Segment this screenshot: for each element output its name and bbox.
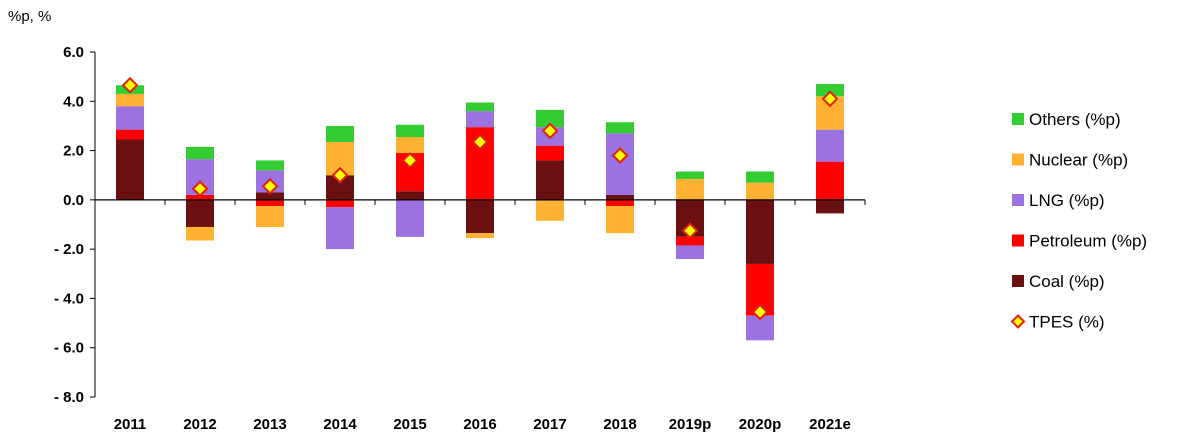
y-tick-label: 2.0: [63, 143, 84, 160]
bar-segment-lng-2016: [466, 111, 494, 128]
bar-segment-petroleum-2011: [116, 129, 144, 140]
bar-segment-lng-2015: [396, 199, 424, 237]
bar-segment-nuclear-2016: [466, 233, 494, 239]
legend-swatch-petroleum: [1012, 234, 1024, 247]
tpes-marker-2013: [261, 177, 279, 195]
tpes-marker-2014: [331, 166, 349, 184]
bar-segment-lng-2019p: [676, 245, 704, 259]
legend-label: Petroleum (%p): [1029, 232, 1147, 251]
bar-segment-nuclear-2013: [256, 206, 284, 227]
y-axis: 6.0 4.0 2.0 0.0 - 2.0 - 4.0 - 6.0 - 8.0: [54, 44, 96, 406]
bar-segment-lng-2021e: [816, 129, 844, 162]
bar-segment-nuclear-2018: [606, 206, 634, 234]
bar-segment-nuclear-2017: [536, 199, 564, 221]
bar-segment-nuclear-2012: [186, 226, 214, 241]
bar-segment-petroleum-2013: [256, 199, 284, 207]
bar-segment-others-2021e: [816, 84, 844, 97]
legend-label: Coal (%p): [1029, 272, 1105, 291]
bar-segments: [116, 84, 844, 341]
legend-swatch-nuclear: [1012, 153, 1024, 166]
bar-segment-petroleum-2019p: [676, 236, 704, 246]
bar-segment-nuclear-2020p: [746, 182, 774, 200]
tpes-marker-2019p: [681, 222, 699, 240]
tpes-marker-2011: [121, 76, 139, 94]
tpes-marker-2012: [191, 180, 209, 198]
bar-segment-petroleum-2012: [186, 194, 214, 200]
x-tick-label: 2018: [603, 416, 636, 433]
bar-segment-coal-2011: [116, 139, 144, 200]
tpes-marker-2020p: [751, 303, 769, 321]
bar-segment-others-2012: [186, 146, 214, 160]
bar-segment-coal-2017: [536, 160, 564, 200]
legend-label: TPES (%): [1029, 313, 1105, 332]
bar-segment-coal-2013: [256, 192, 284, 200]
y-tick-label: 6.0: [63, 44, 84, 61]
bar-segment-others-2014: [326, 125, 354, 142]
legend-swatch-tpes: [1010, 314, 1026, 329]
bar-segment-nuclear-2011: [116, 93, 144, 107]
bar-segment-petroleum-2017: [536, 145, 564, 161]
y-axis-unit-label: %p, %: [8, 8, 51, 25]
bar-segment-petroleum-2014: [326, 199, 354, 208]
x-tick-label: 2014: [323, 416, 357, 433]
bar-segment-coal-2021e: [816, 199, 844, 214]
bar-segment-coal-2012: [186, 199, 214, 227]
x-axis-labels: 2011 2012 2013 2014 2015 2016 2017 2018 2019p 202…: [114, 416, 851, 433]
x-tick-label: 2021e: [809, 416, 851, 433]
y-tick-label: 0.0: [63, 192, 84, 209]
bar-segment-others-2019p: [676, 171, 704, 179]
bar-segment-lng-2018: [606, 133, 634, 195]
tpes-marker-2018: [611, 147, 629, 164]
bar-segment-others-2017: [536, 109, 564, 128]
x-tick-label: 2016: [463, 416, 496, 433]
bar-segment-others-2020p: [746, 171, 774, 183]
bar-segment-nuclear-2019p: [676, 178, 704, 200]
tpes-marker-2016: [471, 133, 489, 151]
legend-swatch-coal: [1012, 275, 1024, 287]
zero-axis-line: [94, 199, 866, 205]
x-tick-label: 2019p: [669, 416, 712, 433]
x-tick-label: 2020p: [739, 416, 782, 433]
bar-segment-coal-2018: [606, 194, 634, 200]
legend-label: Nuclear (%p): [1029, 151, 1128, 170]
bar-segment-coal-2016: [466, 199, 494, 234]
legend-swatch-lng: [1012, 194, 1024, 206]
bar-segment-nuclear-2015: [396, 137, 424, 154]
tpes-markers: [121, 76, 839, 321]
y-tick-label: - 8.0: [54, 389, 84, 406]
x-tick-label: 2013: [253, 416, 286, 433]
x-tick-label: 2012: [183, 416, 216, 433]
bar-segment-others-2015: [396, 124, 424, 138]
x-tick-label: 2015: [393, 416, 426, 433]
y-tick-label: - 4.0: [54, 290, 84, 307]
bar-segment-coal-2015: [396, 191, 424, 200]
x-tick-label: 2011: [114, 416, 147, 433]
bar-segment-others-2013: [256, 160, 284, 171]
bar-segment-others-2016: [466, 102, 494, 112]
x-tick-label: 2017: [533, 416, 566, 433]
tpes-marker-2015: [401, 152, 419, 169]
y-tick-label: 4.0: [63, 93, 84, 110]
legend-swatch-others: [1012, 113, 1024, 125]
legend-label: LNG (%p): [1029, 191, 1105, 210]
legend-label: Others (%p): [1029, 110, 1121, 129]
tpes-marker-2021e: [821, 90, 839, 108]
tpes-marker-2017: [541, 122, 559, 140]
bar-segment-coal-2020p: [746, 199, 774, 264]
bar-segment-lng-2011: [116, 106, 144, 130]
bar-segment-others-2018: [606, 122, 634, 134]
y-tick-label: - 2.0: [54, 241, 84, 258]
bar-segment-petroleum-2018: [606, 199, 634, 207]
bar-segment-lng-2014: [326, 207, 354, 250]
legend: Others (%p) Nuclear (%p) LNG (%p) Petroleum…: [1010, 110, 1147, 332]
bar-segment-petroleum-2021e: [816, 161, 844, 200]
y-tick-label: - 6.0: [54, 340, 84, 357]
